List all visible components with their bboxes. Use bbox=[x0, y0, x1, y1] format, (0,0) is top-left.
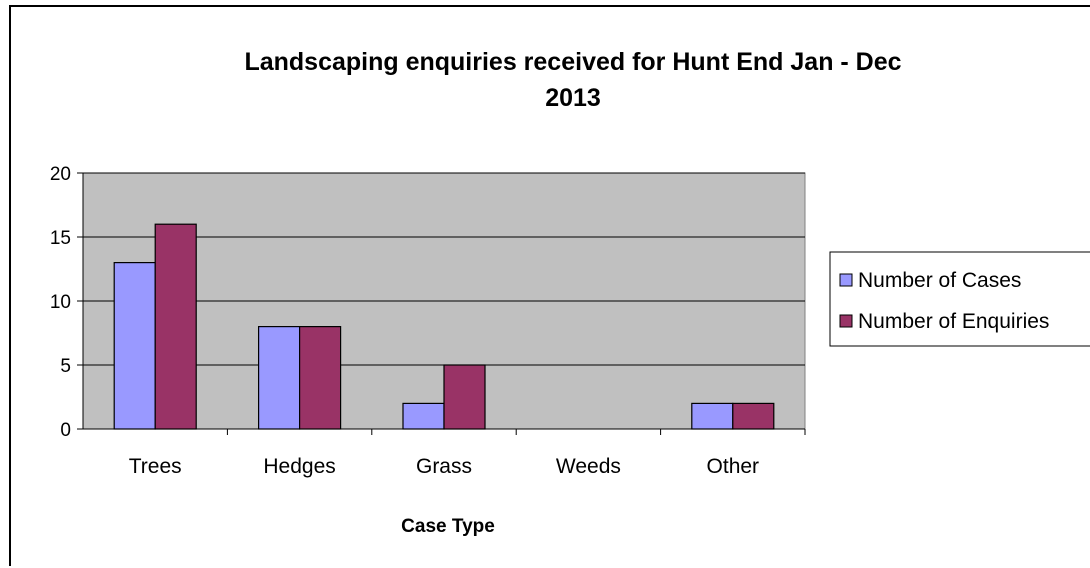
legend: Number of Cases Number of Enquiries bbox=[829, 251, 1090, 347]
y-tick-label: 10 bbox=[50, 292, 71, 313]
chart-title-line-1: Landscaping enquiries received for Hunt … bbox=[244, 48, 901, 76]
bar-number-of-cases-hedges bbox=[258, 326, 301, 430]
x-tick-label: Weeds bbox=[556, 455, 621, 478]
plot-area: 0 5 10 15 20 Trees Hedges Grass Weeds Other bbox=[50, 164, 806, 478]
chart-svg: Landscaping enquiries received for Hunt … bbox=[50, 48, 1090, 537]
bar-number-of-enquiries-other bbox=[732, 402, 775, 430]
bar-number-of-cases-other bbox=[691, 402, 734, 430]
legend-swatch bbox=[839, 314, 853, 328]
bar-number-of-cases-grass bbox=[402, 402, 445, 430]
y-tick-label: 0 bbox=[60, 420, 71, 441]
legend-swatch bbox=[839, 273, 853, 287]
legend-box bbox=[829, 251, 1090, 347]
x-tick-label: Other bbox=[707, 455, 760, 478]
chart-title: Landscaping enquiries received for Hunt … bbox=[244, 48, 901, 112]
bar-number-of-enquiries-hedges bbox=[299, 326, 342, 430]
bar-number-of-enquiries-trees bbox=[154, 223, 197, 430]
y-tick-label: 20 bbox=[50, 164, 71, 185]
chart-frame: Landscaping enquiries received for Hunt … bbox=[9, 5, 1090, 566]
chart-title-line-2: 2013 bbox=[545, 84, 601, 112]
x-tick-label: Hedges bbox=[263, 455, 335, 478]
x-tick-label: Grass bbox=[416, 455, 472, 478]
bar-number-of-enquiries-grass bbox=[443, 364, 486, 430]
legend-label: Number of Enquiries bbox=[858, 310, 1049, 333]
x-tick-label: Trees bbox=[129, 455, 182, 478]
legend-label: Number of Cases bbox=[858, 269, 1021, 292]
y-tick-label: 15 bbox=[50, 228, 71, 249]
bar-number-of-cases-trees bbox=[113, 262, 156, 430]
x-axis-title: Case Type bbox=[401, 516, 495, 537]
y-tick-label: 5 bbox=[60, 356, 71, 377]
